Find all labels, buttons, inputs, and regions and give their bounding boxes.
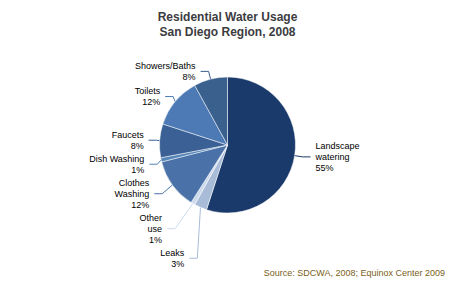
svg-text:Clothes: Clothes	[119, 178, 150, 188]
svg-text:Toilets: Toilets	[135, 86, 161, 96]
svg-text:3%: 3%	[171, 259, 184, 269]
svg-text:Showers/Baths: Showers/Baths	[135, 61, 196, 71]
svg-text:watering: watering	[315, 152, 350, 162]
svg-text:San Diego Region, 2008: San Diego Region, 2008	[159, 25, 295, 39]
svg-text:use: use	[148, 224, 163, 234]
svg-text:Other: Other	[140, 213, 163, 223]
svg-text:Residential Water Usage: Residential Water Usage	[158, 10, 298, 24]
svg-text:Landscape: Landscape	[316, 141, 360, 151]
svg-text:Leaks: Leaks	[160, 248, 185, 258]
svg-text:8%: 8%	[131, 141, 144, 151]
svg-text:12%: 12%	[131, 200, 149, 210]
svg-text:Source: SDCWA, 2008; Equinox C: Source: SDCWA, 2008; Equinox Center 2009	[264, 268, 445, 278]
svg-text:Faucets: Faucets	[112, 130, 145, 140]
svg-text:8%: 8%	[183, 72, 196, 82]
svg-text:12%: 12%	[142, 97, 160, 107]
svg-text:1%: 1%	[149, 235, 162, 245]
svg-text:1%: 1%	[131, 165, 144, 175]
svg-text:Dish Washing: Dish Washing	[89, 154, 144, 164]
svg-text:55%: 55%	[316, 163, 334, 173]
svg-text:Washing: Washing	[115, 189, 150, 199]
